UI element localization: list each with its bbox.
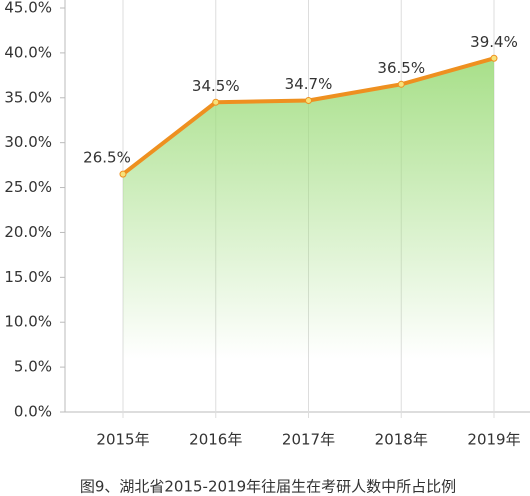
y-tick-label: 0.0% xyxy=(14,403,52,421)
y-tick-label: 5.0% xyxy=(14,358,52,376)
point xyxy=(490,54,498,62)
point xyxy=(305,96,312,104)
point xyxy=(212,98,220,106)
y-tick-label: 20.0% xyxy=(4,223,52,241)
y-tick-label: 30.0% xyxy=(4,133,52,151)
point xyxy=(397,80,405,88)
value-label: 39.4% xyxy=(470,33,518,51)
x-tick-label: 2017年 xyxy=(282,431,335,449)
y-tick-label: 45.0% xyxy=(4,0,52,17)
y-tick-label: 35.0% xyxy=(4,88,52,106)
x-tick-label: 2015年 xyxy=(96,431,149,449)
point xyxy=(119,170,127,178)
value-label: 34.5% xyxy=(192,77,240,95)
x-tick-label: 2018年 xyxy=(375,431,428,449)
x-tick-label: 2019年 xyxy=(467,431,520,449)
x-tick-label: 2016年 xyxy=(189,431,242,449)
y-tick-label: 40.0% xyxy=(4,43,52,61)
area xyxy=(123,58,494,413)
y-tick-label: 10.0% xyxy=(4,313,52,331)
y-tick-label: 15.0% xyxy=(4,268,52,286)
caption: 图9、湖北省2015-2019年往届生在考研人数中所占比例 xyxy=(80,478,456,496)
value-label: 36.5% xyxy=(377,59,425,77)
value-label: 26.5% xyxy=(83,149,131,167)
y-tick-label: 25.0% xyxy=(4,178,52,196)
value-label: 34.7% xyxy=(285,75,333,93)
